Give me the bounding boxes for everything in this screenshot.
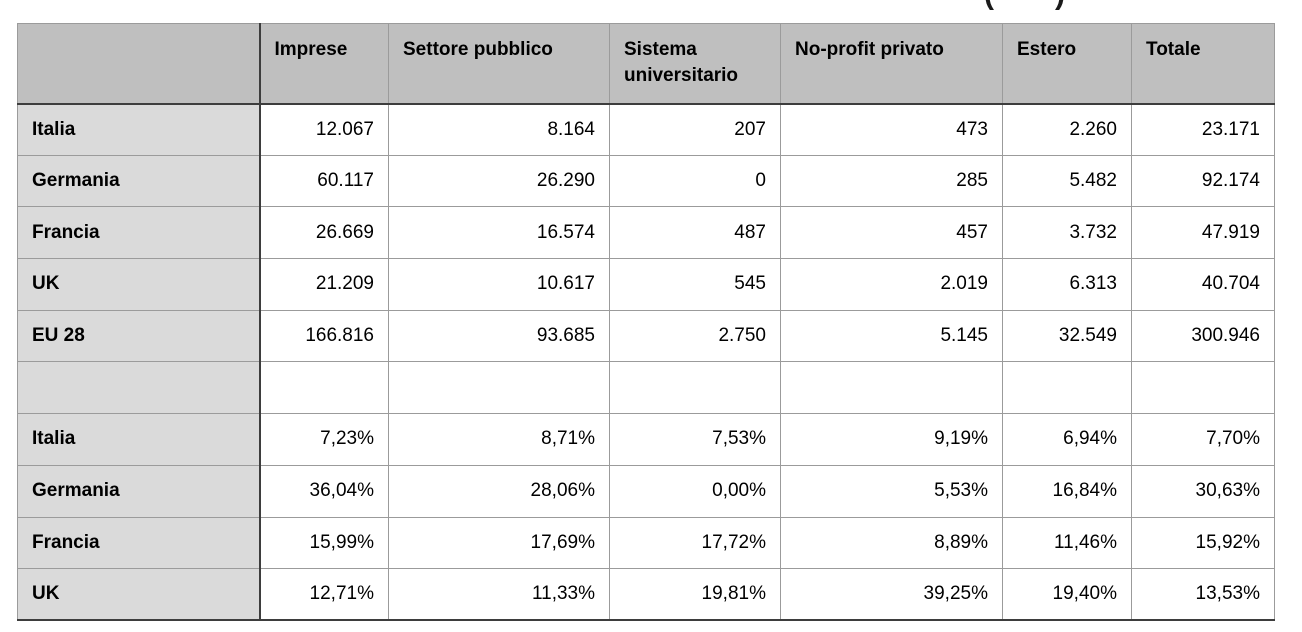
value-cell: 10.617	[388, 258, 610, 311]
value-cell: 30,63%	[1131, 464, 1275, 518]
value-cell: 300.946	[1131, 309, 1275, 363]
value-cell	[1002, 361, 1132, 415]
value-cell: 28,06%	[388, 464, 610, 518]
value-cell: 15,99%	[259, 516, 389, 570]
value-cell	[259, 361, 389, 415]
value-cell: 40.704	[1131, 258, 1275, 311]
value-cell: 12.067	[259, 103, 389, 156]
header-cell-settore-pubblico: Settore pubblico	[388, 23, 610, 105]
value-cell: 19,40%	[1002, 568, 1132, 621]
row-label-cell: Italia	[17, 413, 261, 466]
value-cell: 19,81%	[609, 568, 781, 621]
value-cell: 12,71%	[259, 568, 389, 621]
value-cell: 8.164	[388, 103, 610, 156]
header-cell-estero: Estero	[1002, 23, 1132, 105]
value-cell: 285	[780, 154, 1003, 208]
value-cell: 21.209	[259, 258, 389, 311]
row-label-cell: EU 28	[17, 309, 261, 363]
table-row: Italia 12.067 8.164 207 473 2.260 23.171	[17, 103, 1275, 156]
table-row: Germania 60.117 26.290 0 285 5.482 92.174	[17, 154, 1275, 208]
table-row: Francia 26.669 16.574 487 457 3.732 47.919	[17, 206, 1275, 260]
rd-funding-table: Imprese Settore pubblico Sistema univers…	[17, 23, 1275, 622]
value-cell: 545	[609, 258, 781, 311]
value-cell: 0	[609, 154, 781, 208]
cropped-title-close-paren: )	[1055, 0, 1065, 11]
value-cell: 32.549	[1002, 309, 1132, 363]
row-label-cell: Germania	[17, 464, 261, 518]
table-row: UK 21.209 10.617 545 2.019 6.313 40.704	[17, 258, 1275, 311]
table-row: Italia 7,23% 8,71% 7,53% 9,19% 6,94% 7,70%	[17, 413, 1275, 466]
spacer-row	[17, 361, 1275, 415]
value-cell: 39,25%	[780, 568, 1003, 621]
row-label-cell: UK	[17, 568, 261, 621]
table-row: EU 28 166.816 93.685 2.750 5.145 32.549 300.94…	[17, 309, 1275, 363]
value-cell: 8,89%	[780, 516, 1003, 570]
value-cell: 26.669	[259, 206, 389, 260]
value-cell: 2.019	[780, 258, 1003, 311]
row-label-cell: Francia	[17, 206, 261, 260]
value-cell: 15,92%	[1131, 516, 1275, 570]
value-cell: 93.685	[388, 309, 610, 363]
value-cell: 13,53%	[1131, 568, 1275, 621]
value-cell: 7,23%	[259, 413, 389, 466]
cropped-title: ( )	[0, 0, 1302, 13]
value-cell: 60.117	[259, 154, 389, 208]
value-cell: 17,72%	[609, 516, 781, 570]
row-label-cell: UK	[17, 258, 261, 311]
value-cell: 11,46%	[1002, 516, 1132, 570]
value-cell: 47.919	[1131, 206, 1275, 260]
value-cell: 473	[780, 103, 1003, 156]
header-cell-totale: Totale	[1131, 23, 1275, 105]
value-cell: 487	[609, 206, 781, 260]
value-cell	[780, 361, 1003, 415]
value-cell: 23.171	[1131, 103, 1275, 156]
row-label-cell: Italia	[17, 103, 261, 156]
value-cell: 11,33%	[388, 568, 610, 621]
value-cell: 0,00%	[609, 464, 781, 518]
value-cell: 26.290	[388, 154, 610, 208]
table-row: Francia 15,99% 17,69% 17,72% 8,89% 11,46% 15,9…	[17, 516, 1275, 570]
value-cell: 5,53%	[780, 464, 1003, 518]
value-cell	[388, 361, 610, 415]
header-cell-no-profit-privato: No-profit privato	[780, 23, 1003, 105]
cropped-title-open-paren: (	[984, 0, 994, 11]
table-row: UK 12,71% 11,33% 19,81% 39,25% 19,40% 13,53%	[17, 568, 1275, 621]
value-cell: 6.313	[1002, 258, 1132, 311]
value-cell: 5.482	[1002, 154, 1132, 208]
value-cell: 6,94%	[1002, 413, 1132, 466]
value-cell: 207	[609, 103, 781, 156]
value-cell: 92.174	[1131, 154, 1275, 208]
value-cell: 16.574	[388, 206, 610, 260]
value-cell: 9,19%	[780, 413, 1003, 466]
value-cell: 17,69%	[388, 516, 610, 570]
value-cell: 7,53%	[609, 413, 781, 466]
value-cell: 166.816	[259, 309, 389, 363]
header-cell-empty	[17, 23, 261, 105]
value-cell: 16,84%	[1002, 464, 1132, 518]
value-cell	[609, 361, 781, 415]
table-row: Germania 36,04% 28,06% 0,00% 5,53% 16,84% 30,6…	[17, 464, 1275, 518]
header-cell-imprese: Imprese	[259, 23, 389, 105]
value-cell: 7,70%	[1131, 413, 1275, 466]
row-label-cell	[17, 361, 261, 415]
row-label-cell: Germania	[17, 154, 261, 208]
value-cell: 36,04%	[259, 464, 389, 518]
value-cell: 2.260	[1002, 103, 1132, 156]
value-cell: 457	[780, 206, 1003, 260]
value-cell	[1131, 361, 1275, 415]
value-cell: 8,71%	[388, 413, 610, 466]
value-cell: 5.145	[780, 309, 1003, 363]
header-cell-sistema-universitario: Sistema universitario	[609, 23, 781, 105]
row-label-cell: Francia	[17, 516, 261, 570]
header-row: Imprese Settore pubblico Sistema univers…	[17, 23, 1275, 105]
value-cell: 3.732	[1002, 206, 1132, 260]
value-cell: 2.750	[609, 309, 781, 363]
